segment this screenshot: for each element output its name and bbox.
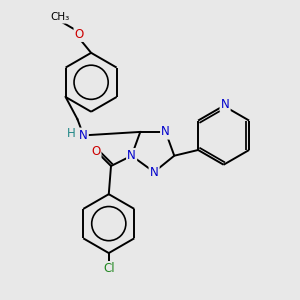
Text: N: N xyxy=(127,149,136,162)
Text: N: N xyxy=(221,98,230,111)
Text: H: H xyxy=(67,127,76,140)
Text: N: N xyxy=(161,125,170,138)
Text: CH₃: CH₃ xyxy=(51,13,70,22)
Text: Cl: Cl xyxy=(103,262,115,275)
Text: N: N xyxy=(150,166,158,178)
Text: O: O xyxy=(75,28,84,41)
Text: N: N xyxy=(79,129,88,142)
Text: O: O xyxy=(91,145,100,158)
